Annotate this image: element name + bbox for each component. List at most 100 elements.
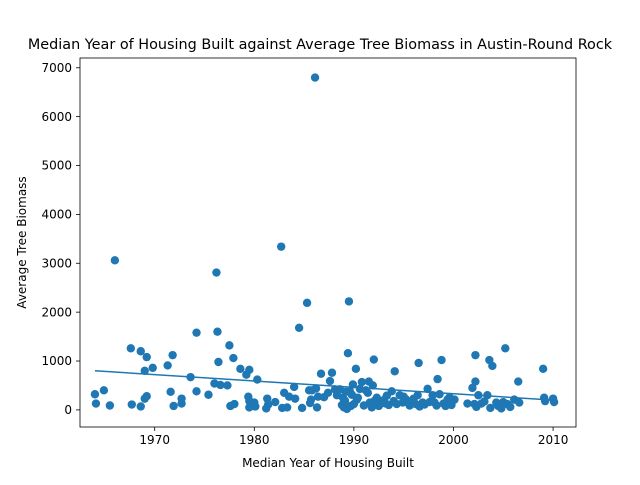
x-tick-label: 2010 xyxy=(538,433,569,447)
scatter-point xyxy=(368,381,378,390)
scatter-point xyxy=(290,394,300,403)
scatter-point xyxy=(302,298,312,308)
scatter-point xyxy=(253,375,262,384)
scatter-point xyxy=(282,403,292,412)
y-tick-label: 3000 xyxy=(41,256,72,270)
chart-title: Median Year of Housing Built against Ave… xyxy=(28,37,613,53)
scatter-point xyxy=(91,399,101,408)
y-tick-label: 4000 xyxy=(41,208,72,222)
scatter-point xyxy=(471,350,480,360)
y-tick-label: 6000 xyxy=(41,110,72,124)
scatter-point xyxy=(480,397,489,406)
scatter-point xyxy=(245,365,254,375)
scatter-point xyxy=(126,344,135,353)
scatter-point xyxy=(549,397,559,407)
scatter-point xyxy=(372,393,381,402)
scatter-point xyxy=(90,390,100,399)
y-tick-label: 7000 xyxy=(41,61,72,75)
scatter-point xyxy=(435,390,444,399)
scatter-point xyxy=(311,384,321,393)
scatter-point xyxy=(363,388,373,397)
scatter-point xyxy=(276,242,286,251)
scatter-point xyxy=(437,355,446,365)
scatter-point xyxy=(289,382,299,392)
scatter-point xyxy=(294,323,304,332)
scatter-point xyxy=(353,393,363,402)
scatter-point xyxy=(168,350,177,360)
scatter-point xyxy=(357,377,367,387)
y-tick-label: 2000 xyxy=(41,305,72,319)
scatter-point xyxy=(340,396,350,405)
scatter-point xyxy=(223,381,232,390)
scatter-point xyxy=(432,401,441,410)
scatter-point xyxy=(251,402,260,411)
x-axis: 1970 1980 1990 2000 2010 xyxy=(139,427,568,447)
plot-area xyxy=(90,73,559,414)
scatter-point xyxy=(142,392,151,401)
scatter-point xyxy=(450,395,459,404)
scatter-point xyxy=(127,400,136,409)
scatter-point xyxy=(236,364,245,374)
scatter-point xyxy=(216,380,225,390)
scatter-point xyxy=(468,383,477,393)
scatter-point xyxy=(327,368,337,377)
scatter-point xyxy=(486,403,495,413)
scatter-point xyxy=(538,364,548,374)
scatter-point xyxy=(497,404,506,413)
scatter-point xyxy=(313,392,323,401)
scatter-point xyxy=(110,256,120,265)
scatter-point xyxy=(514,377,523,386)
y-axis-label: Average Tree Biomass xyxy=(15,176,29,308)
scatter-point xyxy=(169,401,178,411)
scatter-point xyxy=(142,352,151,362)
scatter-point xyxy=(136,347,145,356)
y-axis: 0 1000 2000 3000 4000 5000 6000 7000 xyxy=(41,61,80,417)
y-tick-label: 1000 xyxy=(41,354,72,368)
scatter-point xyxy=(343,349,353,358)
y-tick-label: 5000 xyxy=(41,159,72,173)
x-tick-label: 1990 xyxy=(339,433,370,447)
scatter-point xyxy=(312,403,322,412)
scatter-point xyxy=(387,387,396,396)
scatter-point xyxy=(166,387,175,397)
scatter-point xyxy=(306,395,316,404)
scatter-point xyxy=(413,391,422,400)
axes-frame xyxy=(79,57,577,428)
scatter-point xyxy=(192,328,201,337)
scatter-point xyxy=(367,403,377,412)
x-tick-label: 2000 xyxy=(438,433,469,447)
scatter-point xyxy=(323,388,333,397)
x-tick-label: 1970 xyxy=(139,433,170,447)
scatter-point xyxy=(316,369,326,378)
scatter-point xyxy=(433,374,442,384)
scatter-point xyxy=(297,403,307,413)
scatter-point xyxy=(506,402,515,412)
scatter-point xyxy=(105,401,115,410)
scatter-point xyxy=(325,376,335,386)
scatter-point xyxy=(310,73,320,82)
scatter-point xyxy=(540,396,550,406)
scatter-point xyxy=(136,402,145,411)
scatter-point xyxy=(351,364,361,374)
scatter-point xyxy=(369,355,379,364)
scatter-point xyxy=(229,353,238,363)
scatter-point xyxy=(344,297,354,306)
scatter-point xyxy=(488,361,497,371)
trend-line xyxy=(94,370,554,401)
scatter-point xyxy=(140,366,149,375)
scatter-point xyxy=(148,363,157,373)
scatter-point xyxy=(204,390,213,399)
scatter-point xyxy=(501,344,510,353)
x-axis-label: Median Year of Housing Built xyxy=(242,456,414,470)
scatter-point xyxy=(212,268,221,277)
scatter-point xyxy=(192,387,201,396)
scatter-point xyxy=(163,361,172,370)
scatter-point xyxy=(515,398,524,407)
scatter-point xyxy=(99,386,109,395)
scatter-point xyxy=(230,399,239,409)
scatter-point xyxy=(390,367,399,376)
scatter-point xyxy=(423,384,432,394)
scatter-point xyxy=(414,358,423,368)
